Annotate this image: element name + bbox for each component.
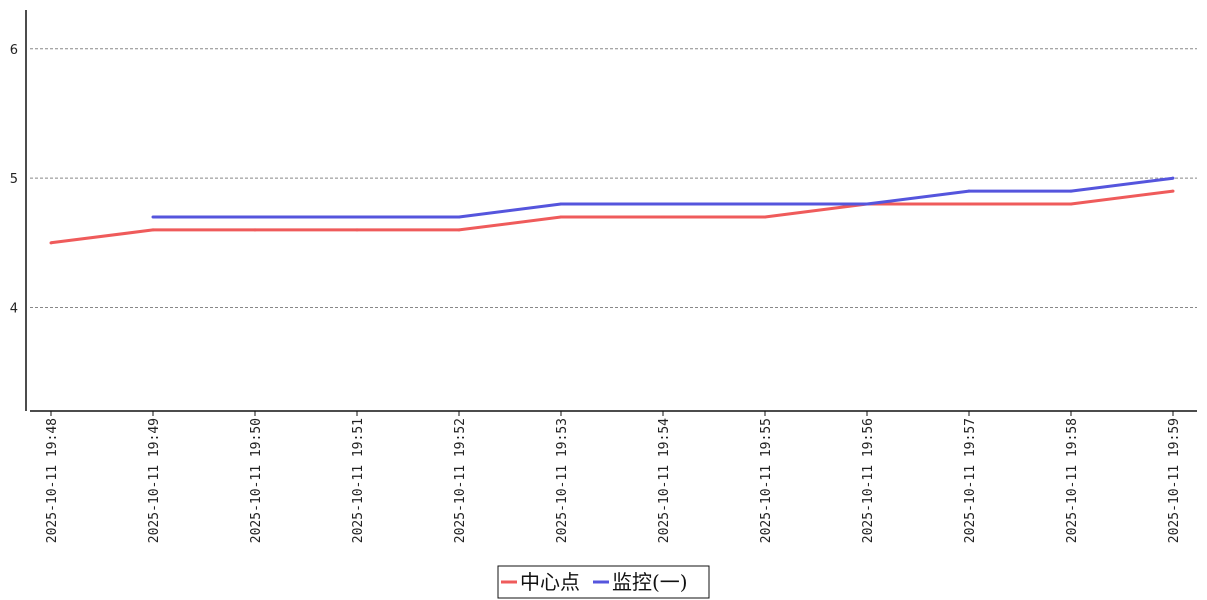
data-point — [1069, 189, 1073, 193]
series-lines — [49, 176, 1175, 245]
y-tick-labels: 4 5 6 — [10, 43, 18, 317]
data-point — [49, 241, 53, 245]
x-tick-label: 2025-10-11 19:52 — [453, 418, 468, 543]
data-point — [559, 202, 563, 206]
grid-lines — [30, 48, 1197, 309]
data-point — [253, 228, 257, 232]
data-point — [559, 215, 563, 219]
x-tick-labels: 2025-10-11 19:48 2025-10-11 19:49 2025-10-… — [45, 411, 1182, 543]
x-tick-label: 2025-10-11 19:51 — [351, 418, 366, 543]
data-point — [355, 215, 359, 219]
data-point — [151, 228, 155, 232]
x-tick-label: 2025-10-11 19:48 — [45, 418, 60, 543]
y-tick-label: 6 — [10, 43, 18, 58]
data-point — [1069, 202, 1073, 206]
data-point — [1171, 176, 1175, 180]
x-tick-label: 2025-10-11 19:50 — [249, 418, 264, 543]
x-tick-label: 2025-10-11 19:49 — [147, 418, 162, 543]
data-point — [967, 202, 971, 206]
x-tick-label: 2025-10-11 19:55 — [759, 418, 774, 543]
data-point — [253, 215, 257, 219]
x-tick-label: 2025-10-11 19:58 — [1065, 418, 1080, 543]
data-point — [661, 215, 665, 219]
data-point — [1171, 189, 1175, 193]
x-tick-label: 2025-10-11 19:56 — [861, 418, 876, 543]
data-point — [763, 215, 767, 219]
data-point — [355, 228, 359, 232]
legend[interactable]: 中心点 监控(一) — [497, 565, 710, 599]
data-point — [457, 215, 461, 219]
legend-box — [497, 565, 710, 599]
x-tick-label: 2025-10-11 19:57 — [963, 418, 978, 543]
series-line-2 — [153, 176, 1174, 219]
x-tick-label: 2025-10-11 19:59 — [1167, 418, 1182, 543]
data-point — [457, 228, 461, 232]
data-point — [661, 202, 665, 206]
x-tick-label: 2025-10-11 19:54 — [657, 418, 672, 543]
y-tick-label: 5 — [10, 172, 18, 187]
data-point — [865, 202, 869, 206]
data-point — [967, 189, 971, 193]
series-line-1 — [50, 189, 1174, 245]
data-point — [151, 215, 155, 219]
legend-label-series-1: 中心点 — [520, 570, 580, 594]
legend-label-series-2: 监控(一) — [612, 570, 688, 594]
x-tick-label: 2025-10-11 19:53 — [555, 418, 570, 543]
y-tick-label: 4 — [10, 302, 18, 317]
data-point — [763, 202, 767, 206]
